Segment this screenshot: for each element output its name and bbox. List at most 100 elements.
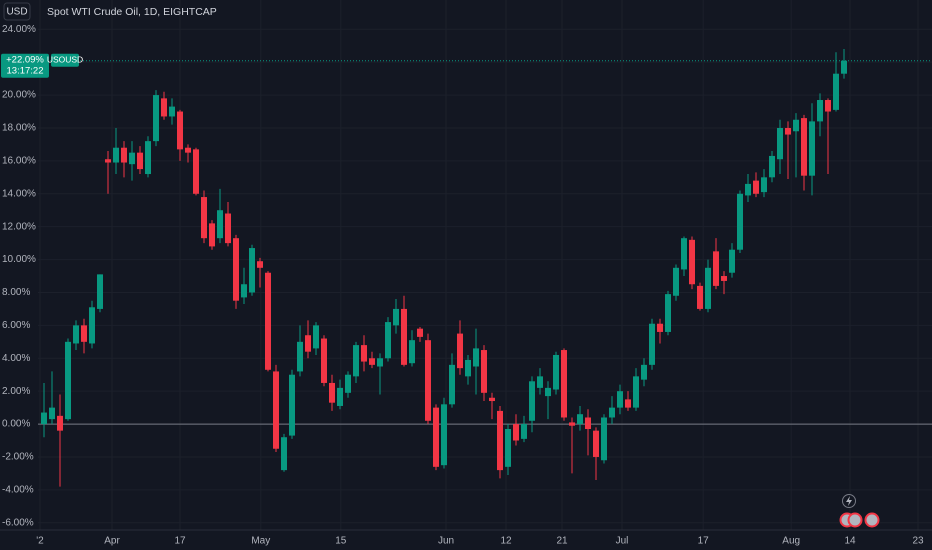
candle-body	[241, 284, 247, 298]
candle-body	[489, 397, 495, 402]
candle-body	[705, 267, 711, 309]
candle-body	[305, 335, 311, 352]
candle-body	[41, 412, 47, 425]
candle-body	[801, 118, 807, 176]
candle-body	[505, 429, 511, 467]
candle-body	[633, 376, 639, 408]
y-tick-label: -2.00%	[2, 452, 34, 463]
x-tick-label: '2	[36, 536, 44, 547]
x-tick-label: Aug	[782, 536, 800, 547]
candle-body	[377, 358, 383, 367]
last-price-box	[1, 53, 49, 78]
candle-body	[745, 183, 751, 196]
candle-body	[313, 325, 319, 349]
candle-body	[329, 382, 335, 403]
candle-body	[129, 152, 135, 165]
candle-body	[785, 127, 791, 135]
candle-body	[737, 193, 743, 250]
last-price-label: +22.09%	[6, 55, 44, 66]
candle-body	[177, 111, 183, 150]
candle-body	[297, 341, 303, 372]
symbol-box	[51, 53, 79, 67]
candle-body	[209, 223, 215, 247]
y-tick-label: 8.00%	[2, 287, 30, 298]
y-tick-label: 20.00%	[2, 90, 36, 101]
candle-body	[673, 267, 679, 296]
flag-icon[interactable]	[847, 512, 863, 528]
candle-body	[449, 364, 455, 405]
x-tick-label: 12	[500, 536, 512, 547]
y-tick-label: 12.00%	[2, 221, 36, 232]
y-tick-label: 6.00%	[2, 320, 30, 331]
candle-body	[289, 374, 295, 436]
candle-body	[441, 404, 447, 466]
flag-icon[interactable]	[864, 512, 880, 528]
candle-body	[417, 328, 423, 337]
candle-body	[697, 285, 703, 309]
candle-body	[769, 155, 775, 178]
candle-body	[409, 340, 415, 364]
candle-body	[513, 424, 519, 441]
candle-body	[153, 95, 159, 142]
candle-body	[257, 261, 263, 268]
candle-body	[113, 147, 119, 163]
candle-body	[585, 417, 591, 430]
candle-body	[321, 338, 327, 383]
candle-body	[841, 60, 847, 74]
candle-body	[481, 350, 487, 393]
candle-body	[529, 381, 535, 421]
x-tick-label: 17	[698, 536, 710, 547]
candle-body	[465, 359, 471, 377]
candle-body	[345, 374, 351, 393]
candle-body	[825, 100, 831, 112]
candle-body	[569, 422, 575, 426]
candle-body	[641, 364, 647, 380]
candle-body	[577, 414, 583, 425]
candle-body	[185, 147, 191, 153]
candle-body	[601, 417, 607, 461]
candle-body	[361, 345, 367, 362]
candle-body	[521, 424, 527, 439]
candle-body	[353, 345, 359, 377]
axes: -6.00% -4.00% -2.00% 0.00% 2.00% 4.00% 6.00% 8.…	[1, 24, 924, 547]
candle-body	[625, 399, 631, 408]
candle-body	[817, 100, 823, 122]
y-tick-label: 16.00%	[2, 156, 36, 167]
candle-body	[249, 248, 255, 293]
y-tick-label: 10.00%	[2, 254, 36, 265]
candle-body	[169, 106, 175, 117]
x-tick-label: 21	[556, 536, 568, 547]
x-tick-label: Jul	[616, 536, 629, 547]
countdown-label: 13:17:22	[7, 66, 44, 77]
y-tick-label: 24.00%	[2, 24, 36, 35]
candle-body	[105, 159, 111, 163]
candle-body	[457, 333, 463, 369]
candle-body	[385, 322, 391, 359]
candle-body	[49, 407, 55, 420]
candle-body	[337, 387, 343, 406]
currency-button[interactable]	[3, 2, 31, 21]
lightning-icon	[846, 496, 852, 506]
candle-body	[561, 350, 567, 418]
candle-body	[81, 325, 87, 342]
candle-body	[713, 251, 719, 286]
candle-body	[593, 430, 599, 457]
candle-body	[217, 210, 223, 239]
candle-body	[137, 152, 143, 170]
candle-body	[369, 358, 375, 365]
candle-body	[225, 213, 231, 244]
candle-body	[393, 308, 399, 326]
x-tick-label: 17	[174, 536, 186, 547]
candle-body	[73, 325, 79, 344]
candle-body	[761, 177, 767, 193]
candle-body	[97, 274, 103, 309]
candle-body	[617, 391, 623, 408]
candle-body	[265, 272, 271, 370]
candle-body	[721, 276, 727, 281]
candle-body	[65, 341, 71, 420]
candle-body	[665, 294, 671, 332]
y-tick-label: 18.00%	[2, 123, 36, 134]
